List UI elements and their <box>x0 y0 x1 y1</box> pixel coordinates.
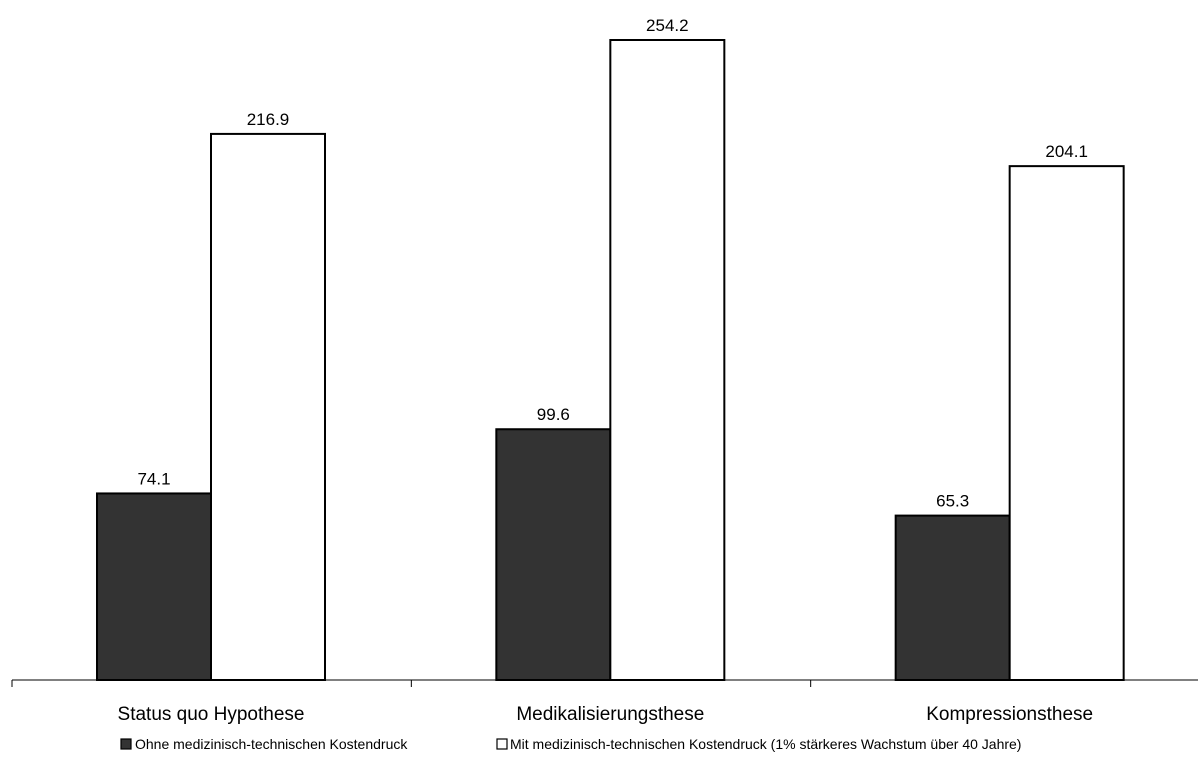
data-label-medikalisierungsthese-series-1: 99.6 <box>537 405 570 424</box>
x-axis <box>11 679 1198 687</box>
bar-kompressionsthese-series-2 <box>1008 165 1125 681</box>
category-label-status-quo-hypothese: Status quo Hypothese <box>118 704 305 725</box>
bar-medikalisierungsthese-series-1 <box>495 428 612 681</box>
data-label-kompressionsthese-series-2: 204.1 <box>1045 142 1088 161</box>
data-label-kompressionsthese-series-1: 65.3 <box>936 492 969 511</box>
legend-swatch-series-2 <box>496 738 508 750</box>
legend-label-series-1: Ohne medizinisch-technischen Kostendruck <box>135 736 408 752</box>
bars-layer <box>96 39 1125 682</box>
labels-layer: 74.1 216.9 Status quo Hypothese 99.6 254.2 Me… <box>118 16 1094 725</box>
legend: Ohne medizinisch-technischen Kostendruck… <box>120 736 1021 752</box>
legend-swatch-series-1 <box>120 738 132 750</box>
legend-label-series-2: Mit medizinisch-technischen Kostendruck … <box>510 736 1021 752</box>
category-label-kompressionsthese: Kompressionsthese <box>926 704 1093 725</box>
bar-status-quo-hypothese-series-2 <box>210 132 326 682</box>
data-label-status-quo-hypothese-series-1: 74.1 <box>137 469 170 488</box>
legend-item-series-1: Ohne medizinisch-technischen Kostendruck <box>120 736 408 752</box>
category-label-medikalisierungsthese: Medikalisierungsthese <box>516 704 704 725</box>
legend-item-series-2: Mit medizinisch-technischen Kostendruck … <box>496 736 1021 752</box>
data-label-medikalisierungsthese-series-2: 254.2 <box>646 16 689 35</box>
bar-medikalisierungsthese-series-2 <box>609 39 726 681</box>
bar-kompressionsthese-series-1 <box>894 514 1011 681</box>
bar-status-quo-hypothese-series-1 <box>96 492 212 681</box>
data-label-status-quo-hypothese-series-2: 216.9 <box>247 110 290 129</box>
